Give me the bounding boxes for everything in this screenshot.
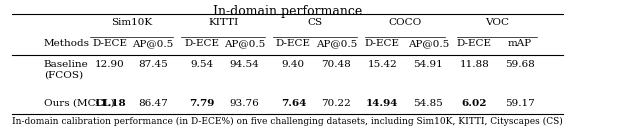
- Text: KITTI: KITTI: [208, 18, 238, 27]
- Text: D-ECE: D-ECE: [457, 39, 492, 48]
- Text: COCO: COCO: [388, 18, 422, 27]
- Text: 9.40: 9.40: [282, 60, 305, 69]
- Text: 15.42: 15.42: [367, 60, 397, 69]
- Text: AP@0.5: AP@0.5: [316, 39, 357, 48]
- Text: 7.79: 7.79: [189, 99, 214, 108]
- Text: D-ECE: D-ECE: [92, 39, 127, 48]
- Text: 70.22: 70.22: [321, 99, 351, 108]
- Text: mAP: mAP: [508, 39, 532, 48]
- Text: AP@0.5: AP@0.5: [408, 39, 449, 48]
- Text: 86.47: 86.47: [138, 99, 168, 108]
- Text: CS: CS: [307, 18, 323, 27]
- Text: AP@0.5: AP@0.5: [224, 39, 265, 48]
- Text: Ours (MCCL): Ours (MCCL): [44, 99, 115, 108]
- Text: VOC: VOC: [485, 18, 509, 27]
- Text: D-ECE: D-ECE: [365, 39, 400, 48]
- Text: D-ECE: D-ECE: [276, 39, 311, 48]
- Text: 11.88: 11.88: [460, 60, 489, 69]
- Text: 87.45: 87.45: [138, 60, 168, 69]
- Text: 12.90: 12.90: [95, 60, 125, 69]
- Text: In-domain performance: In-domain performance: [213, 5, 362, 18]
- Text: 6.02: 6.02: [461, 99, 487, 108]
- Text: 7.64: 7.64: [281, 99, 306, 108]
- Text: 59.68: 59.68: [505, 60, 535, 69]
- Text: 9.54: 9.54: [190, 60, 213, 69]
- Text: 94.54: 94.54: [230, 60, 259, 69]
- Text: 70.48: 70.48: [321, 60, 351, 69]
- Text: Baseline
(FCOS): Baseline (FCOS): [44, 60, 88, 79]
- Text: 11.18: 11.18: [93, 99, 126, 108]
- Text: Sim10K: Sim10K: [111, 18, 152, 27]
- Text: 54.91: 54.91: [413, 60, 443, 69]
- Text: In-domain calibration performance (in D-ECE%) on five challenging datasets, incl: In-domain calibration performance (in D-…: [12, 117, 563, 126]
- Text: Methods: Methods: [44, 39, 90, 48]
- Text: D-ECE: D-ECE: [184, 39, 219, 48]
- Text: 54.85: 54.85: [413, 99, 443, 108]
- Text: 14.94: 14.94: [366, 99, 399, 108]
- Text: 59.17: 59.17: [505, 99, 535, 108]
- Text: 93.76: 93.76: [230, 99, 259, 108]
- Text: AP@0.5: AP@0.5: [132, 39, 173, 48]
